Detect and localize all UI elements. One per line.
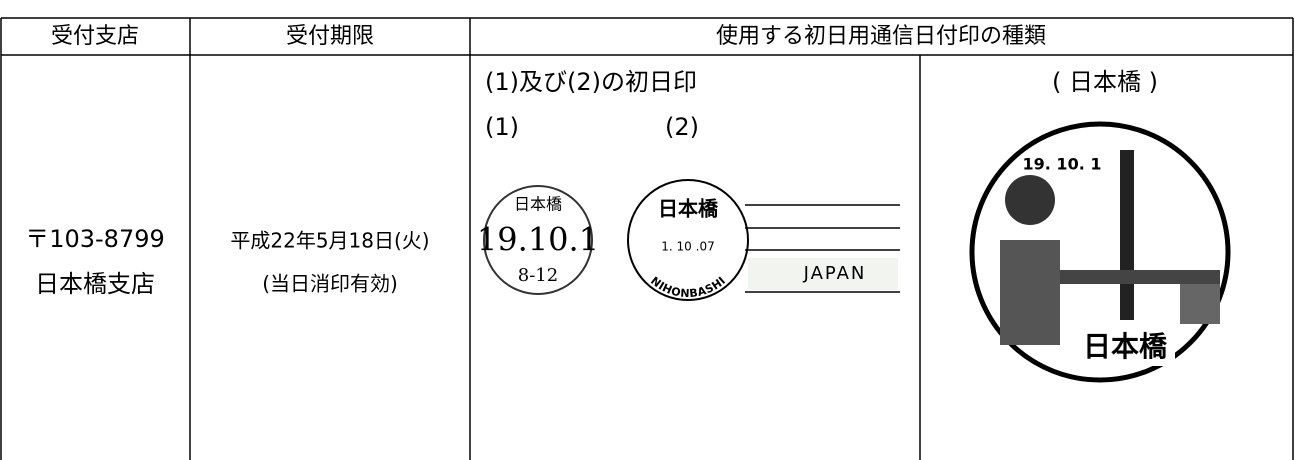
stamp-ring: [483, 185, 593, 295]
stamp-text: 19. 10. 1: [1023, 155, 1102, 174]
bridge: [1060, 270, 1220, 284]
statue-base: [1000, 240, 1060, 345]
stamp-label: ( 日本橋 ): [1052, 68, 1158, 96]
stamp-caption: (1)及び(2)の初日印: [485, 68, 697, 96]
header-cell: 受付期限: [286, 24, 374, 49]
deadline-date: 平成22年5月18日(火): [230, 229, 429, 253]
branch-name: 日本橋支店: [35, 270, 155, 298]
stamp-text: NIHONBASHI: [648, 274, 728, 300]
stamp-text: 1. 10 .07: [661, 240, 714, 254]
stamp-text: 8-12: [518, 265, 558, 286]
header-cell: 受付支店: [51, 24, 139, 49]
header-cell: 使用する初日用通信日付印の種類: [716, 24, 1046, 49]
stamp-text: JAPAN: [803, 263, 867, 284]
pictorial-postmark: 19. 10. 1 日本橋: [969, 121, 1231, 383]
lamp-post: [1120, 150, 1134, 320]
postmark-2: 日本橋 1. 10 .07 NIHONBASHI: [627, 179, 749, 301]
stamp-text: NIHONBASHI: [648, 274, 728, 300]
stamp-label: (2): [665, 113, 699, 141]
table-grid: [0, 17, 1294, 460]
label-bg: [1075, 330, 1175, 366]
stamp-ring: [969, 121, 1231, 383]
cancel-band: [748, 258, 898, 290]
statue-head: [1005, 175, 1055, 225]
stamp-label: (1): [485, 113, 519, 141]
postal-code: 〒103-8799: [25, 225, 165, 253]
postmark-1: 日本橋 19.10.1 8-12: [477, 185, 599, 295]
stamp-ring: [627, 179, 749, 301]
cancel-lines: [745, 204, 900, 293]
stamp-text: 日本橋: [658, 197, 719, 221]
stamp-text: 19.10.1: [477, 221, 599, 259]
stamp-text: 日本橋: [514, 195, 562, 214]
stamp-text: 日本橋: [1083, 330, 1168, 363]
deadline-note: (当日消印有効): [262, 272, 398, 296]
bridge-pillar: [1180, 284, 1220, 324]
